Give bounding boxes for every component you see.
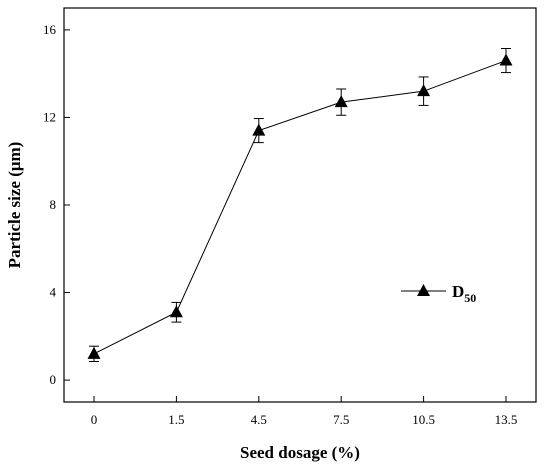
series-line: [93, 60, 507, 355]
data-point-triangle: [87, 346, 101, 359]
x-tick-label: 13.5: [495, 412, 518, 427]
series-layer: [87, 47, 513, 363]
y-tick-label: 0: [50, 372, 57, 387]
plot-frame: [63, 7, 537, 403]
data-point-triangle: [252, 123, 266, 136]
x-axis-title: Seed dosage (%): [240, 443, 360, 462]
data-point-triangle: [499, 53, 513, 66]
legend-label-subscript: 50: [464, 291, 476, 305]
x-tick-label: 0: [91, 412, 98, 427]
legend-marker-triangle: [417, 284, 430, 296]
y-axis-ticks: 0 4 8 12 16: [43, 22, 70, 387]
y-tick-label: 16: [43, 22, 57, 37]
y-tick-label: 12: [43, 109, 56, 124]
data-point-triangle: [169, 305, 183, 318]
y-tick-label: 8: [50, 197, 57, 212]
legend: D50: [401, 282, 476, 305]
data-point-triangle: [417, 84, 431, 97]
x-axis-ticks: 0 1.5 4.5 7.5 10.5 13.5: [91, 396, 518, 427]
x-tick-label: 10.5: [412, 412, 435, 427]
x-tick-label: 7.5: [333, 412, 349, 427]
legend-label: D50: [452, 282, 476, 305]
data-point-triangle: [334, 95, 348, 108]
y-tick-label: 4: [50, 285, 57, 300]
legend-label-main: D: [452, 282, 464, 301]
x-tick-label: 1.5: [168, 412, 184, 427]
y-axis-title: Particle size (μm): [5, 142, 24, 269]
x-tick-label: 4.5: [251, 412, 267, 427]
